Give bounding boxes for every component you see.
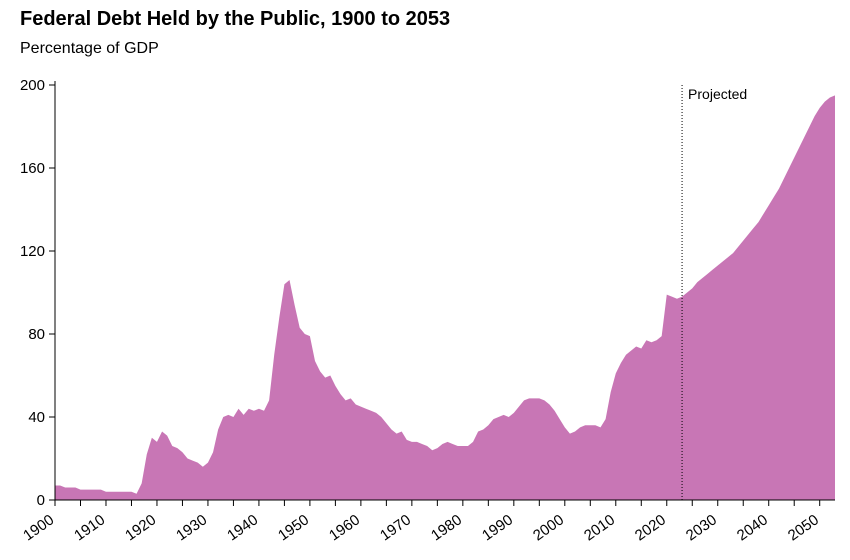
y-tick-label: 160 <box>20 160 45 177</box>
x-tick-label: 1970 <box>377 511 414 544</box>
y-tick-label: 120 <box>20 243 45 260</box>
x-tick-label: 2010 <box>581 511 618 544</box>
chart-canvas: 0 40 80 120 160 200 1900 1910 1920 1930 1940 1950 19… <box>0 0 850 560</box>
x-tick-label: 2050 <box>785 511 822 544</box>
x-tick-label: 2040 <box>734 511 771 544</box>
y-tick-label: 80 <box>28 326 45 343</box>
x-tick-label: 1950 <box>275 511 312 544</box>
y-tick-label: 0 <box>37 492 45 509</box>
debt-chart: Federal Debt Held by the Public, 1900 to… <box>0 0 850 560</box>
x-tick-label: 1930 <box>173 511 210 544</box>
x-tick-label: 1910 <box>71 511 108 544</box>
debt-area <box>55 95 835 500</box>
x-tick-label: 1900 <box>20 511 57 544</box>
x-tick-label: 1980 <box>428 511 465 544</box>
x-tick-label: 2020 <box>632 511 669 544</box>
x-tick-label: 1990 <box>479 511 516 544</box>
x-tick-label: 1960 <box>326 511 363 544</box>
y-tick-label: 200 <box>20 77 45 94</box>
x-tick-label: 2030 <box>683 511 720 544</box>
projected-label: Projected <box>688 86 747 102</box>
x-tick-label: 1920 <box>122 511 159 544</box>
y-tick-label: 40 <box>28 409 45 426</box>
x-tick-label: 1940 <box>224 511 261 544</box>
x-tick-label: 2000 <box>530 511 567 544</box>
